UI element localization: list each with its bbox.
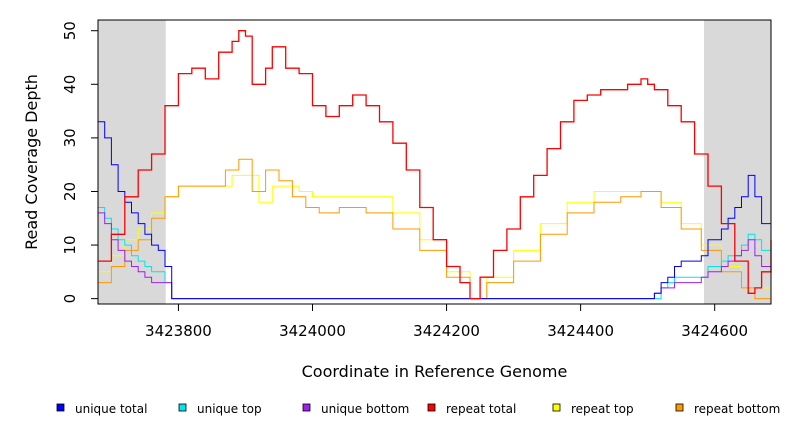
y-tick-label: 0 xyxy=(61,294,79,304)
series-line-repeat-total xyxy=(98,30,772,300)
legend: unique total unique top unique bottom repea… xyxy=(56,402,780,416)
series-line-repeat-top xyxy=(98,174,772,300)
legend-swatch xyxy=(552,403,561,412)
series-line-unique-bottom xyxy=(98,212,772,300)
legend-item-unique-total: unique total xyxy=(56,402,147,416)
plot-frame xyxy=(97,19,772,305)
y-tick-label: 20 xyxy=(61,182,79,201)
y-tick-label: 30 xyxy=(61,128,79,147)
legend-item-repeat-bottom: repeat bottom xyxy=(675,402,780,416)
legend-item-repeat-top: repeat top xyxy=(552,402,634,416)
x-tick-label: 3424600 xyxy=(681,322,748,340)
y-tick-label: 10 xyxy=(61,236,79,255)
legend-item-unique-top: unique top xyxy=(178,402,262,416)
legend-label: unique total xyxy=(75,402,147,416)
legend-label: repeat total xyxy=(446,402,516,416)
legend-swatch xyxy=(675,403,684,412)
shaded-regions xyxy=(98,20,771,304)
legend-swatch xyxy=(302,403,311,412)
series-line-unique-total xyxy=(98,121,772,300)
legend-label: repeat top xyxy=(571,402,634,416)
legend-swatch xyxy=(56,403,65,412)
legend-item-repeat-total: repeat total xyxy=(427,402,516,416)
legend-swatch xyxy=(427,403,436,412)
x-axis-title: Coordinate in Reference Genome xyxy=(302,362,568,381)
series-lines xyxy=(98,30,772,300)
x-tick-label: 3424400 xyxy=(547,322,614,340)
series-line-unique-top xyxy=(98,207,772,300)
y-axis-title: Read Coverage Depth xyxy=(22,74,41,250)
y-tick-label: 40 xyxy=(61,75,79,94)
series-line-repeat-bottom xyxy=(98,158,772,300)
shaded-region-1 xyxy=(703,20,771,304)
y-axis: 0 10 20 30 40 50 xyxy=(61,21,98,303)
x-axis: 3423800 3424000 3424200 3424400 3424600 xyxy=(145,304,748,340)
legend-item-unique-bottom: unique bottom xyxy=(302,402,409,416)
x-tick-label: 3423800 xyxy=(145,322,212,340)
legend-swatch xyxy=(178,403,187,412)
x-tick-label: 3424200 xyxy=(413,322,480,340)
legend-label: repeat bottom xyxy=(694,402,780,416)
y-tick-label: 50 xyxy=(61,21,79,40)
shaded-region-0 xyxy=(98,20,166,304)
x-tick-label: 3424000 xyxy=(279,322,346,340)
legend-label: unique bottom xyxy=(321,402,409,416)
legend-label: unique top xyxy=(197,402,262,416)
